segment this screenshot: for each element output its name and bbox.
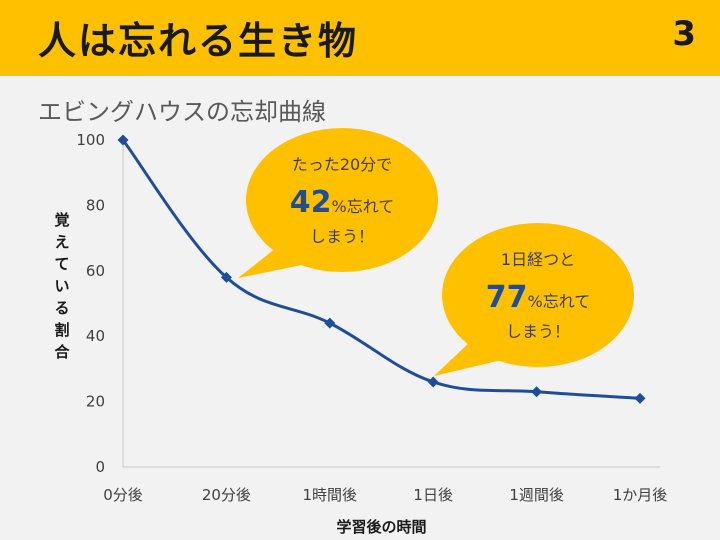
series-line xyxy=(121,139,641,400)
slide-title: 人は忘れる生き物 xyxy=(38,19,359,63)
header-bar: 人は忘れる生き物 3 xyxy=(0,0,720,76)
page-number: 3 xyxy=(672,14,696,54)
x-tick-label: 1時間後 xyxy=(303,486,358,504)
data-point-marker xyxy=(634,392,646,404)
y-tick-label: 20 xyxy=(86,393,105,411)
bubble-highlight: 42%忘れて xyxy=(290,185,394,220)
x-axis-title: 学習後の時間 xyxy=(336,518,426,536)
bubble-line3: しまう！ xyxy=(310,227,374,246)
x-tick-label: 0分後 xyxy=(103,486,143,504)
y-tick-label: 0 xyxy=(95,458,105,476)
data-point-marker xyxy=(427,376,439,388)
bubble-line3: しまう！ xyxy=(506,322,570,341)
y-axis-title: 覚えている割合 xyxy=(53,211,70,361)
y-tick-label: 60 xyxy=(86,262,105,280)
bubble-highlight: 77%忘れて xyxy=(486,280,590,315)
data-point-marker xyxy=(117,134,129,146)
data-point-marker xyxy=(531,386,543,398)
data-point-marker xyxy=(220,271,232,283)
speech-bubble xyxy=(442,223,634,367)
y-tick-label: 40 xyxy=(86,327,105,345)
x-tick-label: 20分後 xyxy=(202,486,251,504)
chart-title: エビングハウスの忘却曲線 xyxy=(38,98,326,126)
x-tick-label: 1か月後 xyxy=(613,486,668,504)
bubble-line1: たった20分で xyxy=(292,155,392,174)
x-tick-label: 1日後 xyxy=(413,486,453,504)
x-tick-label: 1週間後 xyxy=(509,486,564,504)
data-point-marker xyxy=(324,317,336,329)
y-tick-label: 80 xyxy=(86,196,105,214)
bubble-line1: 1日経つと xyxy=(501,250,575,269)
speech-bubble xyxy=(246,128,438,272)
y-tick-label: 100 xyxy=(76,131,105,149)
